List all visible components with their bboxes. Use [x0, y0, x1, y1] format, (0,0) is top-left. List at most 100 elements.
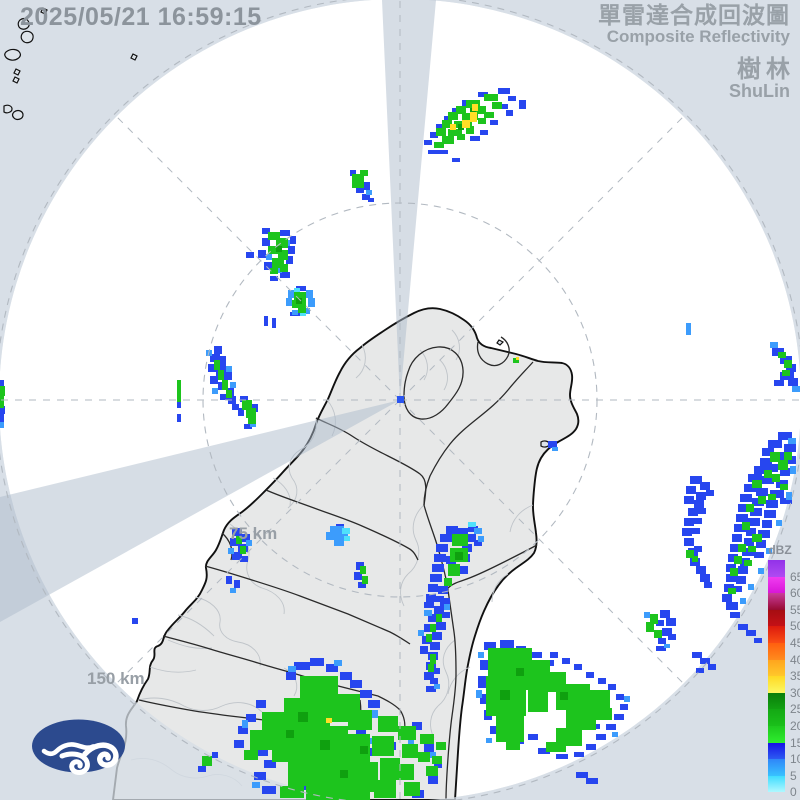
- echo-bin: [686, 550, 694, 558]
- echo-bin: [0, 380, 4, 388]
- echo-bin: [778, 460, 788, 470]
- echo-bin: [280, 272, 290, 278]
- echo-bin: [246, 714, 256, 722]
- echo-bin: [666, 618, 676, 626]
- offshore-island: [17, 17, 30, 30]
- echo-bin: [368, 700, 380, 708]
- echo-bin: [732, 534, 742, 542]
- echo-bin: [300, 312, 306, 316]
- echo-bin: [566, 708, 596, 730]
- echo-bin: [426, 686, 436, 692]
- colorbar-segment: [768, 576, 785, 594]
- echo-bin: [294, 288, 300, 293]
- echo-bin: [756, 540, 766, 548]
- echo-bin: [210, 376, 218, 384]
- echo-bin: [276, 246, 282, 252]
- azimuth-line: [399, 399, 684, 684]
- echo-bin: [692, 528, 700, 534]
- echo-bin: [304, 308, 310, 314]
- offshore-island: [4, 48, 21, 61]
- echo-bin: [738, 504, 750, 512]
- echo-bin: [424, 140, 432, 145]
- echo-bin: [432, 564, 444, 572]
- echo-bin: [286, 672, 296, 680]
- echo-bin: [734, 586, 742, 592]
- echo-bin: [688, 508, 698, 516]
- echo-bin: [556, 728, 582, 746]
- echo-bin: [644, 612, 650, 618]
- echo-bin: [218, 370, 224, 380]
- echo-bin: [268, 246, 278, 254]
- echo-bin: [306, 290, 313, 298]
- offshore-island: [130, 53, 138, 61]
- echo-bin: [612, 732, 618, 737]
- product-title: 單雷達合成回波圖 Composite Reflectivity: [598, 3, 790, 46]
- colorbar-unit-label: dBZ: [768, 543, 792, 557]
- echo-bin: [726, 602, 738, 610]
- echo-bin: [240, 396, 248, 402]
- colorbar-segment: [768, 709, 785, 726]
- echo-bin: [576, 772, 588, 778]
- echo-bin: [262, 786, 276, 794]
- echo-bin: [730, 568, 738, 576]
- offshore-island: [540, 440, 550, 448]
- echo-bin: [452, 534, 468, 546]
- echo-bin: [748, 518, 760, 526]
- echo-bin: [790, 466, 796, 474]
- echo-bin: [436, 124, 444, 130]
- echo-bin: [562, 658, 570, 664]
- echo-bin: [330, 526, 344, 534]
- echo-bin: [426, 634, 432, 642]
- echo-bin: [198, 766, 206, 772]
- echo-bin: [177, 414, 181, 422]
- echo-bin: [356, 188, 364, 193]
- echo-bin: [222, 380, 228, 390]
- echo-bin: [232, 404, 239, 410]
- echo-bin: [574, 664, 582, 670]
- echo-bin: [208, 364, 216, 372]
- echo-bin: [428, 584, 438, 592]
- echo-bin: [256, 748, 268, 756]
- echo-bin: [428, 776, 438, 784]
- echo-bin: [550, 652, 558, 658]
- blocked-sector-wedge: [382, 0, 436, 400]
- echo-bin: [288, 760, 322, 786]
- echo-bin: [516, 668, 524, 676]
- echo-bin: [728, 588, 736, 594]
- blocked-sector-wedge: [0, 400, 400, 622]
- echo-bin: [538, 748, 550, 754]
- echo-bin: [232, 552, 242, 560]
- echo-bin: [430, 654, 436, 664]
- echo-bin: [430, 624, 436, 632]
- echo-bin: [250, 730, 276, 750]
- echo-bin: [756, 488, 768, 496]
- echo-bin: [440, 534, 452, 542]
- echo-bin: [428, 150, 448, 154]
- district-boundary: [272, 477, 291, 507]
- echo-bin: [490, 726, 498, 734]
- echo-bin: [744, 484, 756, 492]
- colorbar-segment: [768, 676, 785, 693]
- echo-bin: [340, 672, 352, 680]
- echo-bin: [214, 346, 222, 354]
- echo-bin: [474, 528, 482, 534]
- echo-bin: [430, 642, 440, 650]
- colorbar-tick-label: 10: [790, 752, 800, 767]
- echo-bin: [484, 94, 498, 101]
- echo-bin: [528, 734, 538, 740]
- echo-bin: [792, 386, 800, 392]
- echo-bin: [214, 360, 220, 370]
- echo-bin: [736, 576, 746, 584]
- colorbar-tick-label: 15: [790, 735, 800, 750]
- echo-bin: [764, 510, 776, 518]
- echo-bin: [768, 440, 782, 448]
- azimuth-line: [116, 399, 401, 684]
- echo-bin: [248, 416, 256, 424]
- echo-bin: [424, 624, 432, 632]
- echo-bin: [326, 532, 338, 540]
- echo-bin: [466, 534, 476, 542]
- echo-bin: [434, 762, 442, 768]
- radar-site-marker: [397, 396, 404, 403]
- echo-bin: [498, 88, 510, 94]
